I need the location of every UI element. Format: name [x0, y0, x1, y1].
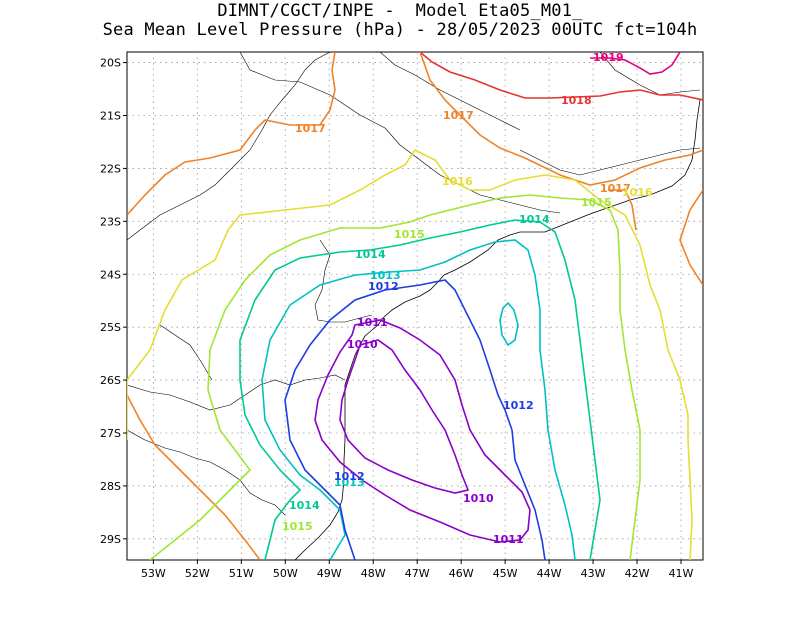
- label-1010-b: 1010: [463, 492, 494, 505]
- label-1017-c: 1017: [600, 182, 631, 195]
- title-line-2: Sea Mean Level Pressure (hPa) - 28/05/20…: [102, 20, 698, 40]
- isobar-1014: [239, 219, 601, 560]
- isobar-1018: [419, 52, 703, 101]
- grid: [127, 52, 703, 560]
- label-1012-c: 1012: [334, 470, 365, 483]
- isobar-1011: [314, 319, 531, 543]
- label-1015-c: 1015: [282, 520, 313, 533]
- tick-label-lon-43W: 43W: [581, 567, 606, 580]
- tick-label-lat-24S: 24S: [100, 268, 121, 281]
- state-borders: [127, 52, 701, 516]
- tick-label-lat-21S: 21S: [100, 110, 121, 123]
- isobar-1016: [127, 148, 693, 560]
- label-1016-b: 1016: [622, 186, 653, 199]
- isobar-1013: [261, 239, 576, 560]
- map-frame: [126, 51, 704, 561]
- isobar-1015: [149, 194, 641, 560]
- tick-label-lat-22S: 22S: [100, 162, 121, 175]
- label-1015-b: 1015: [581, 196, 612, 209]
- label-1019: 1019: [593, 51, 624, 64]
- isobar-1017-north: [127, 52, 336, 216]
- label-1017-b: 1017: [443, 109, 474, 122]
- tick-label-lon-41W: 41W: [669, 567, 694, 580]
- isobar-1017-se: [679, 189, 703, 286]
- isobar-1013-eddy: [499, 301, 519, 347]
- tick-label-lon-47W: 47W: [405, 567, 430, 580]
- label-1011-a: 1011: [357, 316, 388, 329]
- label-1014-a: 1014: [355, 248, 386, 261]
- tick-label-lon-49W: 49W: [317, 567, 342, 580]
- tick-label-lon-51W: 51W: [229, 567, 254, 580]
- map-title: DIMNT/CGCT/INPE - Model Eta05_M01_ Sea M…: [0, 2, 800, 40]
- axis-ticks: 53W 52W 51W 50W 49W 48W 47W 46W 45W 44W 43W 42W 41W 2…: [100, 57, 694, 580]
- isobar-1012: [284, 279, 546, 560]
- label-1013-b: 1013: [334, 476, 365, 489]
- tick-label-lat-29S: 29S: [100, 533, 121, 546]
- isobar-1017-sw: [127, 394, 261, 560]
- tick-label-lon-52W: 52W: [185, 567, 210, 580]
- tick-label-lon-48W: 48W: [361, 567, 386, 580]
- label-1010-a: 1010: [347, 338, 378, 351]
- label-1014-b: 1014: [519, 213, 550, 226]
- contour-labels: 1019 1018 1017 1017 1017 1016 1016 1015 …: [282, 51, 653, 546]
- label-1012-b: 1012: [503, 399, 534, 412]
- tick-label-lat-28S: 28S: [100, 480, 121, 493]
- label-1018: 1018: [561, 94, 592, 107]
- tick-label-lat-25S: 25S: [100, 321, 121, 334]
- label-1012-a: 1012: [368, 280, 399, 293]
- label-1011-b: 1011: [493, 533, 524, 546]
- tick-label-lon-45W: 45W: [493, 567, 518, 580]
- isobar-1019: [590, 52, 681, 75]
- isobar-1010: [339, 339, 470, 494]
- label-1013-a: 1013: [370, 269, 401, 282]
- isobar-1017-east: [419, 52, 703, 186]
- tick-label-lat-26S: 26S: [100, 374, 121, 387]
- label-1017-a: 1017: [295, 122, 326, 135]
- tick-label-lat-23S: 23S: [100, 215, 121, 228]
- label-1016-a: 1016: [442, 175, 473, 188]
- coastline: [294, 99, 701, 560]
- tick-label-lon-50W: 50W: [273, 567, 298, 580]
- tick-label-lon-44W: 44W: [537, 567, 562, 580]
- tick-label-lat-20S: 20S: [100, 57, 121, 70]
- tick-label-lon-46W: 46W: [449, 567, 474, 580]
- tick-label-lon-42W: 42W: [625, 567, 650, 580]
- title-line-1: DIMNT/CGCT/INPE - Model Eta05_M01_: [217, 1, 583, 21]
- isobars: [127, 52, 703, 560]
- label-1014-c: 1014: [289, 499, 320, 512]
- tick-label-lat-27S: 27S: [100, 427, 121, 440]
- isobar-1017-ne2: [608, 189, 637, 231]
- tick-label-lon-53W: 53W: [141, 567, 166, 580]
- label-1015-a: 1015: [394, 228, 425, 241]
